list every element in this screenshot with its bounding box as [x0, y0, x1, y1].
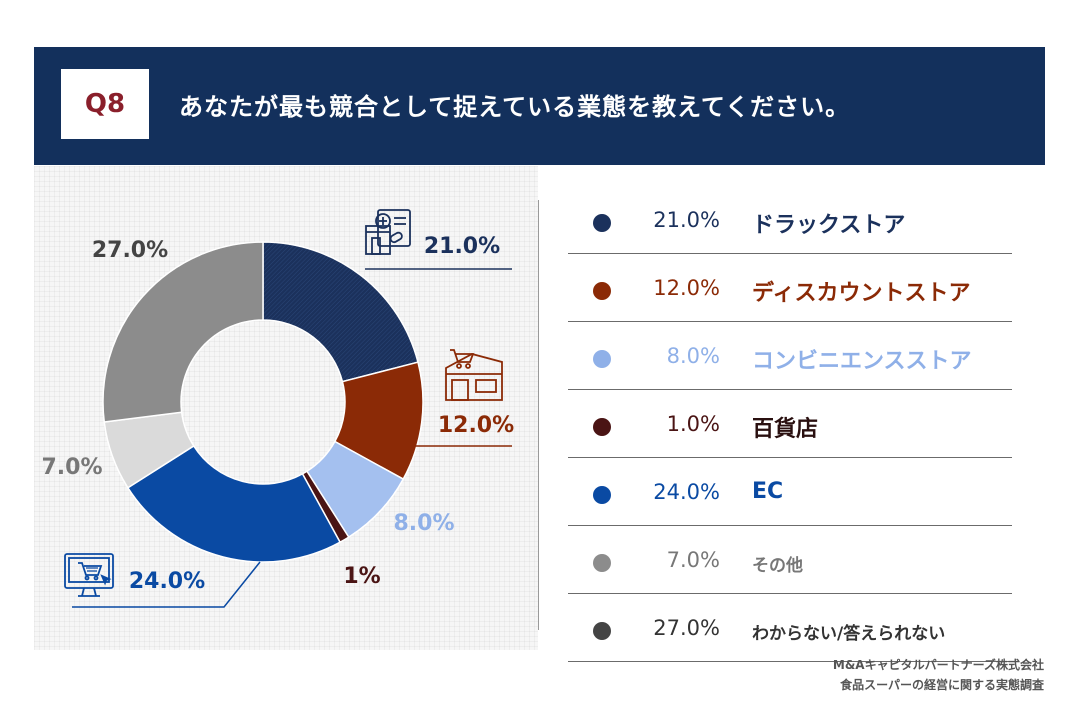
slice-label-5: 24.0%: [129, 569, 205, 594]
legend-row-3: 8.0% コンビニエンスストア: [568, 326, 1012, 390]
legend-row-5: 24.0% EC: [568, 462, 1012, 526]
legend-value: 12.0%: [653, 276, 720, 300]
donut-slice-1: [262, 241, 419, 383]
legend-label: ドラックストア: [752, 213, 906, 238]
legend-separator: [568, 525, 1012, 526]
legend-label: その他: [752, 556, 803, 576]
slice-label-7: 27.0%: [92, 238, 168, 263]
leader-line-5: [72, 561, 261, 608]
legend-separator: [568, 661, 1012, 662]
slice-label-4: 1%: [343, 564, 380, 589]
legend-row-4: 1.0% 百貨店: [568, 394, 1012, 458]
legend-separator: [568, 457, 1012, 458]
question-title: あなたが最も競合として捉えている業態を教えてください。: [179, 93, 851, 121]
legend-dot: [593, 350, 611, 368]
legend-row-1: 21.0% ドラックストア: [568, 190, 1012, 254]
legend-dot: [593, 282, 611, 300]
legend-dot: [593, 554, 611, 572]
source-survey: 食品スーパーの経営に関する実態調査: [840, 678, 1044, 692]
panel-divider: [538, 200, 539, 630]
legend-value: 21.0%: [653, 208, 720, 232]
drugstore-icon: [365, 209, 411, 255]
legend-row-6: 7.0% その他: [568, 530, 1012, 594]
legend-label: ディスカウントストア: [752, 281, 971, 306]
legend-value: 8.0%: [666, 344, 720, 368]
slice-label-2: 12.0%: [438, 413, 514, 438]
source-note: M&Aキャピタルパートナーズ株式会社 食品スーパーの経営に関する実態調査: [833, 655, 1044, 695]
legend-dot: [593, 486, 611, 504]
question-header: Q8 あなたが最も競合として捉えている業態を教えてください。: [34, 47, 1045, 165]
legend-value: 7.0%: [666, 548, 720, 572]
legend-value: 1.0%: [666, 412, 720, 436]
legend-row-2: 12.0% ディスカウントストア: [568, 258, 1012, 322]
legend-separator: [568, 593, 1012, 594]
question-badge: Q8: [61, 69, 149, 139]
legend-label: わからない/答えられない: [752, 624, 946, 644]
legend-value: 27.0%: [653, 616, 720, 640]
donut-slice-7: [102, 241, 264, 423]
slice-label-1: 21.0%: [424, 234, 500, 259]
legend-value: 24.0%: [653, 480, 720, 504]
legend-separator: [568, 253, 1012, 254]
legend-dot: [593, 622, 611, 640]
discount-store-icon: [445, 349, 503, 401]
legend-separator: [568, 321, 1012, 322]
legend-label: EC: [752, 479, 784, 504]
legend-label: 百貨店: [752, 417, 819, 442]
legend-dot: [593, 418, 611, 436]
legend-row-7: 27.0% わからない/答えられない: [568, 598, 1012, 662]
slice-label-3: 8.0%: [393, 511, 454, 536]
donut-slice-5: [126, 444, 342, 563]
ecommerce-icon: [64, 553, 114, 597]
legend-dot: [593, 214, 611, 232]
slice-label-6: 7.0%: [41, 455, 102, 480]
source-company: M&Aキャピタルパートナーズ株式会社: [832, 658, 1044, 672]
legend-label: コンビニエンスストア: [752, 349, 972, 374]
legend-separator: [568, 389, 1012, 390]
